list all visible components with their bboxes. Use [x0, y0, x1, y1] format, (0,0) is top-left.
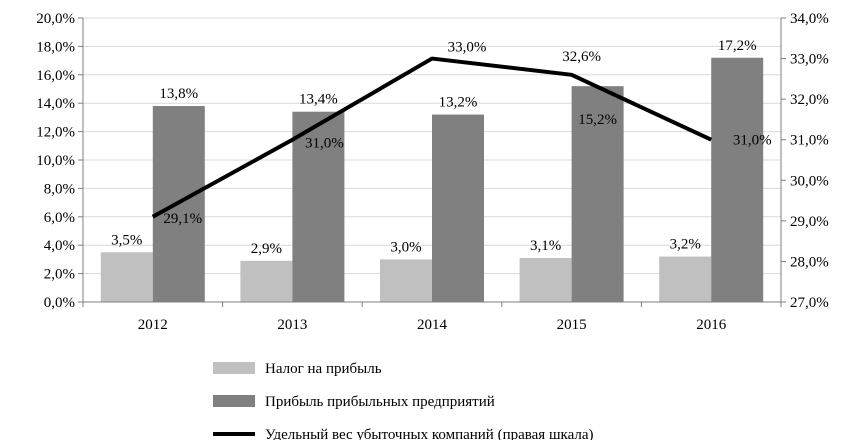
bar-data-label: 13,8% — [159, 86, 198, 102]
x-tick-label: 2015 — [557, 317, 587, 333]
line-series-path — [151, 56, 713, 219]
left-tick-label: 0,0% — [44, 295, 75, 311]
line-data-label: 33,0% — [448, 40, 487, 56]
right-tick-label: 34,0% — [790, 11, 829, 27]
legend: Налог на прибыль Прибыль прибыльных предп… — [213, 361, 594, 440]
right-tick-label: 33,0% — [790, 52, 829, 68]
bar-data-label: 3,2% — [670, 237, 701, 253]
line-data-label: 32,6% — [562, 49, 601, 65]
x-tick-label: 2016 — [696, 317, 727, 333]
bar — [711, 57, 764, 303]
line-data-label: 31,0% — [733, 133, 772, 149]
left-tick-label: 6,0% — [44, 210, 75, 226]
right-tick-label: 29,0% — [790, 214, 829, 230]
bar-data-label: 13,4% — [299, 92, 338, 108]
left-tick-label: 14,0% — [36, 96, 75, 112]
bar — [571, 86, 624, 302]
legend-swatch — [213, 362, 255, 374]
right-tick-label: 28,0% — [790, 254, 829, 270]
legend-swatch — [213, 395, 255, 407]
right-tick-label: 27,0% — [790, 295, 829, 311]
left-tick-label: 8,0% — [44, 181, 75, 197]
line-data-label: 29,1% — [163, 211, 202, 227]
right-tick-label: 32,0% — [790, 92, 829, 108]
x-tick-label: 2012 — [138, 317, 168, 333]
bar-data-label: 3,1% — [530, 238, 561, 254]
bar-data-label: 3,0% — [390, 239, 421, 255]
bar — [292, 111, 345, 302]
x-tick-label: 2014 — [417, 317, 448, 333]
right-tick-label: 31,0% — [790, 133, 829, 149]
bar — [100, 252, 153, 302]
left-tick-label: 16,0% — [36, 68, 75, 84]
left-tick-label: 2,0% — [44, 267, 75, 283]
line-series — [151, 56, 713, 219]
left-tick-label: 18,0% — [36, 39, 75, 55]
bars — [100, 57, 764, 303]
legend-label: Прибыль прибыльных предприятий — [265, 394, 495, 410]
x-tick-label: 2013 — [277, 317, 307, 333]
left-tick-label: 20,0% — [36, 11, 75, 27]
left-tick-label: 4,0% — [44, 238, 75, 254]
bar — [380, 259, 432, 302]
legend-label: Налог на прибыль — [265, 361, 382, 377]
bar-data-label: 15,2% — [578, 112, 617, 128]
bar-data-label: 13,2% — [439, 95, 478, 111]
bar — [519, 257, 572, 302]
bar-data-label: 2,9% — [251, 241, 282, 257]
bar — [240, 260, 293, 302]
line-data-label: 31,0% — [305, 136, 344, 152]
bar — [659, 256, 712, 302]
left-tick-label: 12,0% — [36, 125, 75, 141]
data-labels: 3,5% 13,8% 2,9% 13,4% 3,0% 13,2% 3,1% 15,2% 3,2%… — [111, 38, 771, 257]
left-tick-label: 10,0% — [36, 153, 75, 169]
legend-label: Удельный вес убыточных компаний (правая … — [265, 427, 594, 440]
axes: 0,0% 2,0% 4,0% 6,0% 8,0% 10,0% 12,0% 14,0% 16,0%… — [36, 11, 829, 333]
bar-data-label: 17,2% — [718, 38, 757, 54]
right-tick-label: 30,0% — [790, 173, 829, 189]
bar — [432, 114, 484, 302]
bar-data-label: 3,5% — [111, 232, 142, 248]
